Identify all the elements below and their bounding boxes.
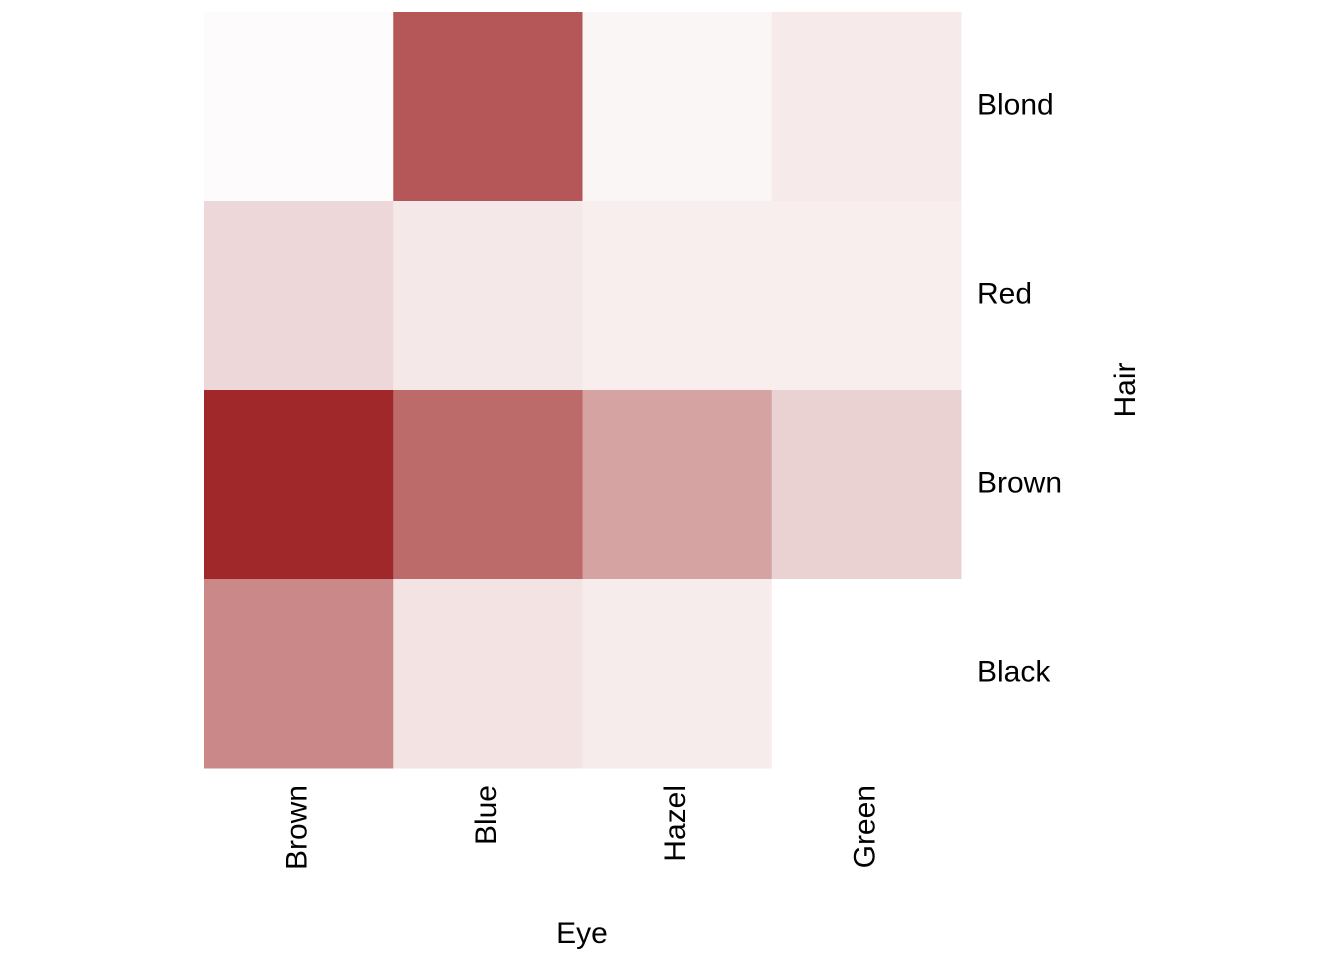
x-axis-label: Eye (556, 917, 608, 950)
heatmap-cell (393, 579, 583, 769)
x-tick-label: Blue (470, 785, 503, 845)
y-axis-label: Hair (1109, 362, 1142, 417)
heatmap-cell (771, 12, 962, 202)
heatmap-cell (582, 201, 773, 391)
heatmap-cell (771, 201, 962, 391)
heatmap-cell (393, 390, 583, 580)
heatmap-cell (393, 201, 583, 391)
heatmap-cell (204, 579, 394, 769)
y-tick-label: Brown (977, 466, 1062, 499)
heatmap-cell (582, 579, 773, 769)
heatmap-cell (204, 12, 394, 202)
x-tick-label: Green (848, 785, 881, 868)
heatmap-cell (393, 12, 583, 202)
heatmap-cell (204, 390, 394, 580)
heatmap-cell (771, 390, 962, 580)
x-tick-label: Brown (281, 785, 314, 870)
y-tick-label: Black (977, 655, 1051, 688)
heatmap-cell (582, 390, 773, 580)
heatmap-cell (771, 579, 962, 769)
y-tick-label: Red (977, 277, 1032, 310)
y-tick-label: Blond (977, 88, 1054, 121)
x-tick-label: Hazel (659, 785, 692, 862)
heatmap-cell (582, 12, 773, 202)
heatmap-cell (204, 201, 394, 391)
